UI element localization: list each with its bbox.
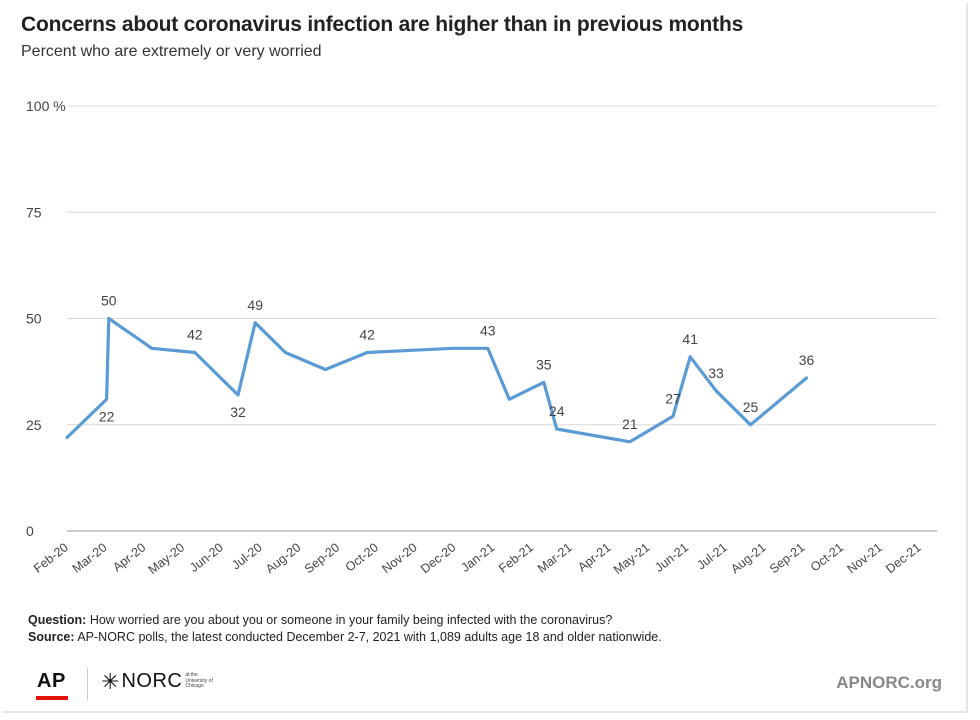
data-label: 50 (101, 293, 117, 309)
data-label: 33 (708, 365, 724, 381)
chart-subtitle: Percent who are extremely or very worrie… (21, 43, 322, 60)
source-footnote: Source: AP-NORC polls, the latest conduc… (28, 630, 662, 644)
norc-logo-subtext: at the University of Chicago (185, 672, 213, 690)
y-tick-label: 0 (26, 523, 34, 539)
x-tick-label: Apr-21 (575, 540, 613, 574)
data-label: 22 (99, 408, 115, 424)
x-tick-label: Sep-20 (302, 540, 342, 576)
chart-frame (3, 3, 968, 713)
data-label: 49 (247, 297, 263, 313)
x-tick-label: Dec-21 (883, 540, 923, 576)
data-label: 36 (799, 352, 815, 368)
source-text: AP-NORC polls, the latest conducted Dece… (74, 630, 662, 644)
y-tick-label: 50 (26, 311, 42, 327)
x-tick-label: Aug-21 (728, 540, 768, 576)
data-label: 27 (665, 390, 681, 406)
data-label: 21 (622, 416, 638, 432)
ap-logo: AP (37, 670, 66, 692)
data-label: 42 (359, 327, 375, 343)
x-tick-label: Nov-21 (844, 540, 884, 576)
x-tick-label: Jan-21 (458, 540, 497, 575)
series-line (65, 316, 809, 444)
ap-logo-underline (36, 696, 68, 700)
data-label: 35 (536, 356, 552, 372)
x-tick-label: Jul-21 (694, 540, 729, 572)
data-label: 25 (743, 399, 759, 415)
x-tick-label: Feb-20 (31, 540, 71, 575)
x-tick-label: Dec-20 (418, 540, 458, 576)
x-tick-label: Apr-20 (110, 540, 148, 574)
x-tick-label: Mar-21 (535, 540, 575, 575)
x-tick-label: Feb-21 (496, 540, 536, 575)
logo-divider (87, 668, 88, 700)
question-footnote: Question: How worried are you about you … (28, 613, 612, 627)
y-tick-label: 100 % (26, 98, 66, 114)
norc-logo: ✳ NORC at the University of Chicago (101, 670, 215, 693)
data-label: 43 (480, 322, 496, 338)
x-tick-label: Jun-20 (187, 540, 226, 575)
question-text: How worried are you about you or someone… (86, 613, 613, 627)
chart-title: Concerns about coronavirus infection are… (21, 13, 744, 36)
x-tick-label: Oct-21 (808, 540, 846, 574)
data-label: 41 (682, 331, 698, 347)
source-label: Source: (28, 630, 75, 644)
y-tick-label: 75 (26, 204, 42, 220)
data-label: 24 (549, 403, 565, 419)
site-link[interactable]: APNORC.org (836, 673, 942, 692)
x-tick-label: Jun-21 (652, 540, 691, 575)
data-label: 32 (230, 404, 246, 420)
x-tick-label: May-20 (146, 540, 188, 577)
x-tick-label: Nov-20 (379, 540, 419, 576)
x-tick-label: Aug-20 (263, 540, 303, 576)
x-tick-label: Mar-20 (70, 540, 110, 575)
x-tick-label: May-21 (611, 540, 653, 577)
y-tick-label: 25 (26, 417, 42, 433)
question-label: Question: (28, 613, 87, 627)
x-tick-label: Jul-20 (229, 540, 264, 572)
data-label: 42 (187, 327, 203, 343)
x-tick-label: Sep-21 (767, 540, 807, 576)
norc-logo-text: NORC (121, 670, 183, 692)
x-tick-label: Oct-20 (343, 540, 381, 574)
norc-star-icon: ✳ (101, 668, 120, 694)
